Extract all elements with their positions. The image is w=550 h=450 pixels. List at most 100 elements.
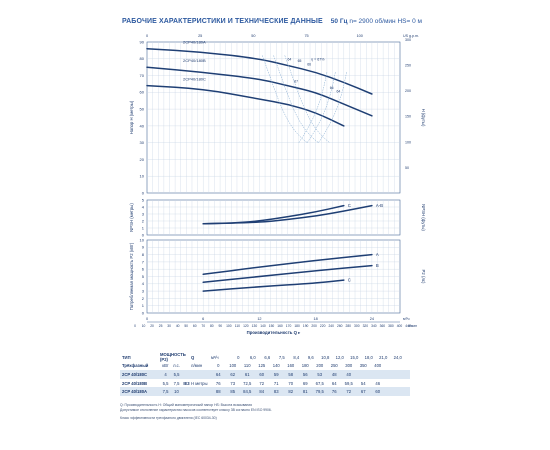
head-y2tick: 50 bbox=[405, 166, 409, 170]
head-ytick: 90 bbox=[140, 39, 145, 44]
head-ytick: 20 bbox=[140, 157, 145, 162]
row-value: 59 bbox=[273, 371, 279, 377]
head-ytick: 30 bbox=[140, 140, 145, 145]
row-value: 76 bbox=[215, 380, 221, 386]
x-tick-lmin: 300 bbox=[354, 324, 360, 328]
table-row: 2CP 40/180B 5,5 7,5 IE3 H метры 76 73 72,5 72 71 7… bbox=[120, 379, 410, 388]
series-label: B bbox=[376, 263, 379, 268]
x-tick-m3h: 6 bbox=[202, 317, 204, 321]
x-tick-lmin: 20 bbox=[150, 324, 154, 328]
col-kw: кВт bbox=[162, 363, 169, 369]
row-ie: IE3 bbox=[183, 380, 190, 386]
q-lmin-cell: 350 bbox=[359, 363, 367, 369]
series-label: 2CP40/180C bbox=[183, 77, 206, 82]
row-value: 60 bbox=[259, 371, 265, 377]
q-m3h-cell: 21,0 bbox=[379, 354, 388, 360]
note-efficiency: Класс эффективности трехфазного двигател… bbox=[120, 416, 217, 421]
freq-label: 50 Гц bbox=[330, 18, 348, 25]
hs-label: HS= 0 м bbox=[397, 18, 422, 25]
col-hp: л.с. bbox=[173, 363, 180, 369]
x-tick-lmin: 360 bbox=[380, 324, 386, 328]
row-value: 53 bbox=[317, 371, 323, 377]
row-kw: 4 bbox=[164, 371, 167, 377]
efficiency-label: 66 bbox=[307, 62, 311, 66]
head-series-line bbox=[146, 84, 345, 127]
q-lmin-cell: 250 bbox=[330, 363, 338, 369]
col-type: ТИП bbox=[122, 354, 131, 360]
page-title: РАБОЧИЕ ХАРАКТЕРИСТИКИ И ТЕХНИЧЕСКИЕ ДАН… bbox=[122, 18, 323, 25]
power-series-line bbox=[202, 253, 373, 276]
head-series-line bbox=[146, 66, 373, 117]
row-value: 69 bbox=[302, 380, 308, 386]
x-tick-lmin: 60 bbox=[193, 324, 197, 328]
header-specs: 50 Гц n= 2900 об/мин HS= 0 м bbox=[331, 18, 422, 25]
row-value: 71 bbox=[273, 380, 279, 386]
x-tick-m3h: 12 bbox=[257, 317, 261, 321]
head-ytick: 50 bbox=[140, 107, 145, 112]
x-tick-lmin: 200 bbox=[311, 324, 317, 328]
series-label: A-B bbox=[376, 203, 383, 208]
q-lmin-cell: 0 bbox=[217, 363, 220, 369]
power-ytick: 5 bbox=[142, 274, 145, 279]
series-label: A bbox=[376, 252, 379, 257]
q-m3h-cell: 12,0 bbox=[335, 354, 344, 360]
x-tick-lmin: 240 bbox=[328, 324, 334, 328]
q-m3h-cell: 10,8 bbox=[321, 354, 330, 360]
x-tick-lmin: 0 bbox=[134, 324, 136, 328]
col-power: МОЩНОСТЬ (P2) bbox=[160, 352, 186, 363]
unit-m3h: м³/ч bbox=[211, 354, 219, 360]
head-y2tick: 100 bbox=[405, 140, 411, 144]
power-ytick: 4 bbox=[142, 281, 145, 286]
row-value: 72 bbox=[259, 380, 265, 386]
power-ytick: 1 bbox=[142, 303, 145, 308]
q-lmin-cell: 140 bbox=[272, 363, 280, 369]
power-y2label: P2 (лс) bbox=[421, 270, 426, 285]
table-subheader-row: Трёхфазный кВт л.с. л/мин 0 100 110 125 140 1… bbox=[120, 362, 410, 371]
power-ytick: 6 bbox=[142, 267, 145, 272]
head-y2tick: 150 bbox=[405, 115, 411, 119]
power-ytick: 3 bbox=[142, 289, 145, 294]
note-tolerance: Допустимое отклонение характеристик насо… bbox=[120, 407, 272, 412]
q-m3h-cell: 18,0 bbox=[364, 354, 373, 360]
table-row: 2CP 40/180C 4 5,5 64 62 61 60 59 58 56 53 48 40 bbox=[120, 370, 410, 379]
row-value: 58 bbox=[288, 371, 294, 377]
efficiency-isoline bbox=[318, 72, 347, 143]
x-tick-lmin: 30 bbox=[167, 324, 171, 328]
row-value: 76 bbox=[331, 389, 337, 395]
q-m3h-cell: 24,0 bbox=[393, 354, 402, 360]
q-m3h-cell: 6,6 bbox=[264, 354, 271, 360]
table-header-row: ТИП МОЩНОСТЬ (P2) Q м³/ч 0 6,0 6,6 7,5 8,4 9,… bbox=[120, 352, 410, 363]
row-value: 73 bbox=[230, 380, 236, 386]
head-ytick: 40 bbox=[140, 123, 145, 128]
q-m3h-cell: 7,5 bbox=[278, 354, 285, 360]
x-tick-lmin: 260 bbox=[337, 324, 343, 328]
x-tick-lmin: 70 bbox=[201, 324, 205, 328]
efficiency-label: 67 bbox=[294, 79, 298, 83]
row-unit: H метры bbox=[191, 380, 208, 386]
row-hp: 7,5 bbox=[173, 380, 180, 386]
x-tick-lmin: 80 bbox=[210, 324, 214, 328]
head-ytick: 70 bbox=[140, 73, 145, 78]
footnotes: Q: Производительность H: Общий манометри… bbox=[120, 403, 420, 421]
npsh-frame bbox=[146, 199, 401, 236]
col-q: Q bbox=[191, 354, 195, 360]
row-value: 72,5 bbox=[243, 380, 252, 386]
q-m3h-values: 0 6,0 6,6 7,5 8,4 9,6 10,8 12,0 15,0 18,0 21,0 24,0 bbox=[231, 355, 405, 360]
q-m3h-cell: 8,4 bbox=[293, 354, 300, 360]
top-axis-tick: 75 bbox=[304, 34, 308, 38]
q-lmin-cell: 180 bbox=[301, 363, 309, 369]
power-ytick: 9 bbox=[142, 245, 145, 250]
efficiency-isoline bbox=[284, 55, 330, 143]
head-y2tick: 200 bbox=[405, 89, 411, 93]
series-label: C bbox=[348, 277, 351, 282]
performance-table: ТИП МОЩНОСТЬ (P2) Q м³/ч 0 6,0 6,6 7,5 8,4 9,… bbox=[120, 352, 410, 396]
efficiency-isoline bbox=[273, 55, 319, 143]
x-tick-lmin: 180 bbox=[294, 324, 300, 328]
power-ytick: 8 bbox=[142, 252, 145, 257]
x-tick-lmin: 380 bbox=[388, 324, 394, 328]
table-row: 2CP 40/180A 7,5 10 88 85 84,5 84 83 82 81 79,5 76 72… bbox=[120, 387, 410, 396]
top-axis-tick: 0 bbox=[146, 34, 148, 38]
row-value: 67,5 bbox=[315, 380, 324, 386]
x-tick-lmin: 400 bbox=[397, 324, 403, 328]
efficiency-label: 66 bbox=[330, 86, 334, 90]
